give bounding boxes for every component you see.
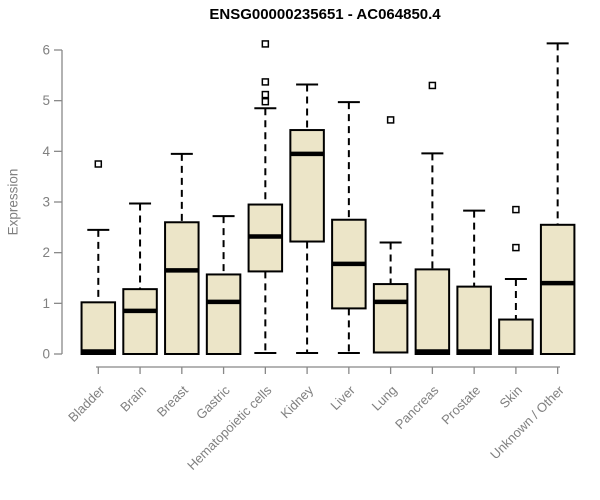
boxplot-bladder [80, 160, 117, 356]
outlier-point [512, 243, 520, 252]
x-tick-label: Gastric [193, 382, 233, 422]
y-tick-label: 3 [42, 195, 50, 210]
outlier-point [261, 97, 270, 106]
boxplot-kidney [289, 83, 325, 354]
box [498, 318, 534, 355]
boxplot-pancreas [414, 81, 451, 355]
box [122, 288, 158, 355]
x-tick-label: Skin [497, 383, 525, 411]
box [80, 301, 117, 356]
box [414, 268, 451, 355]
boxplot-brain [122, 202, 158, 355]
y-tick-label: 6 [42, 43, 50, 58]
y-tick-label: 4 [42, 144, 50, 159]
outlier-point [94, 160, 103, 168]
y-tick-label: 0 [42, 347, 50, 362]
box [289, 129, 325, 243]
x-tick-label: Liver [327, 382, 358, 413]
x-tick-label: Breast [154, 382, 191, 419]
outlier-point [261, 90, 270, 99]
boxplot-lung [372, 116, 409, 354]
outlier-point [261, 78, 270, 86]
outlier-point [512, 205, 520, 214]
box [205, 273, 242, 356]
outlier-point [261, 40, 270, 48]
x-tick-label: Prostate [438, 383, 483, 428]
boxplot-prostate [456, 209, 492, 356]
box [539, 223, 576, 355]
box [372, 283, 409, 354]
box [164, 221, 200, 355]
outlier-point [428, 81, 437, 90]
boxplot-breast [164, 152, 200, 355]
y-tick-label: 1 [42, 296, 50, 311]
x-tick-label: Bladder [65, 382, 108, 425]
x-tick-label: Lung [369, 383, 400, 414]
boxplot-hematopoietic-cells [247, 40, 284, 354]
outlier-point [386, 116, 395, 124]
boxplot-unknown-other [539, 42, 576, 355]
x-tick-label: Pancreas [392, 382, 442, 432]
y-axis-title: Expression [5, 168, 21, 236]
box [456, 285, 492, 356]
chart-title: ENSG00000235651 - AC064850.4 [209, 6, 441, 23]
x-tick-label: Kidney [278, 382, 317, 421]
y-tick-label: 5 [42, 93, 50, 108]
boxplot-gastric [205, 215, 242, 356]
boxplot-liver [331, 101, 367, 354]
y-tick-label: 2 [42, 245, 50, 260]
x-tick-label: Unknown / Other [487, 382, 567, 462]
boxplot-skin [498, 205, 534, 355]
x-tick-label: Brain [117, 383, 149, 415]
